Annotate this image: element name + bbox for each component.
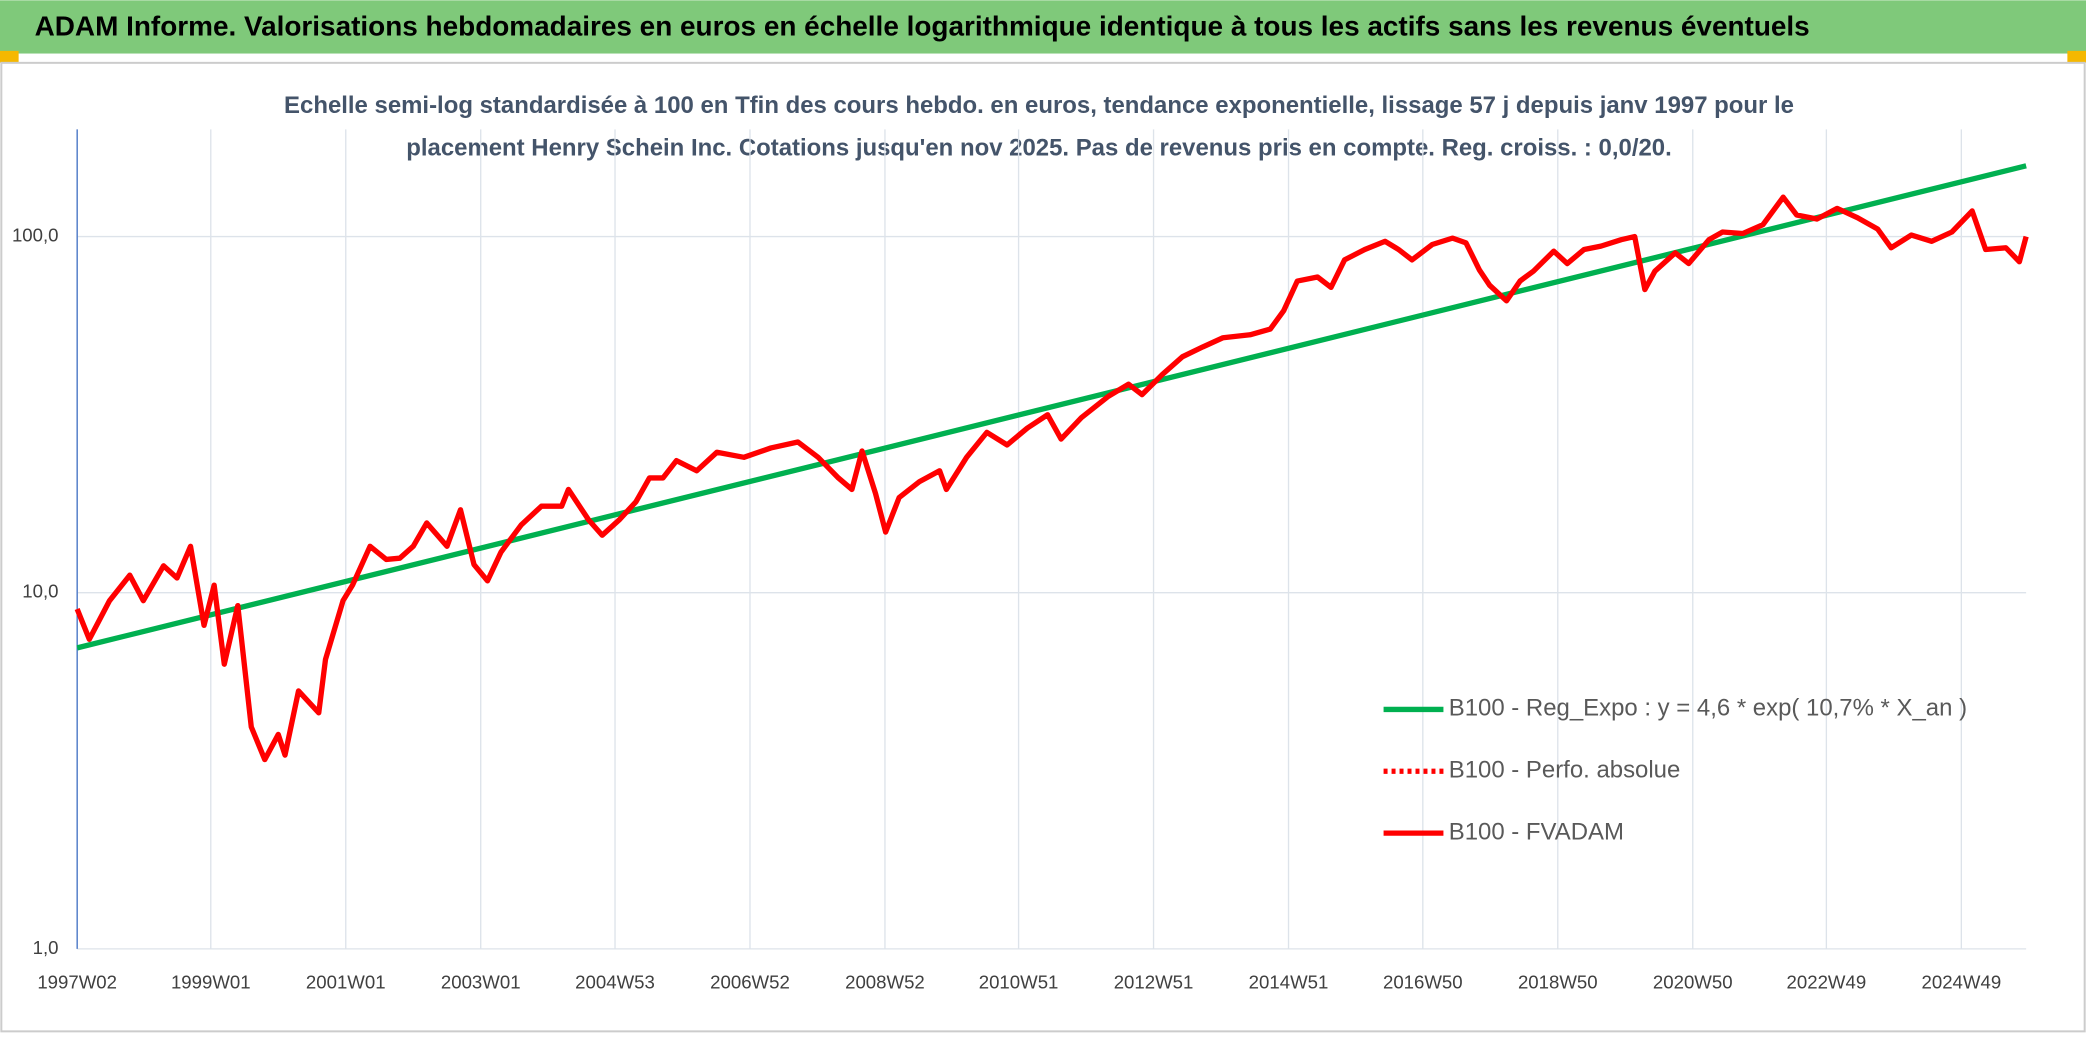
chart-title: ADAM Informe. Valorisations hebdomadaire… xyxy=(35,11,1810,42)
series-line xyxy=(74,194,2029,763)
plot xyxy=(74,163,2029,763)
x-tick-label: 2008W52 xyxy=(845,971,925,992)
chart-subtitle: Echelle semi-log standardisée à 100 en T… xyxy=(284,92,1794,119)
x-tick-label: 2020W50 xyxy=(1653,971,1733,992)
x-tick-label: 2010W51 xyxy=(979,971,1059,992)
x-tick-label: 2016W50 xyxy=(1383,971,1463,992)
y-tick-label: 1,0 xyxy=(33,937,59,958)
corner-mark xyxy=(2067,50,2086,63)
x-tick-label: 2003W01 xyxy=(441,971,521,992)
legend-label: B100 - Reg_Expo : y = 4,6 * exp( 10,7% *… xyxy=(1449,695,1967,722)
legend: B100 - Reg_Expo : y = 4,6 * exp( 10,7% *… xyxy=(1383,695,1967,845)
x-tick-label: 2012W51 xyxy=(1114,971,1194,992)
title-banner xyxy=(0,0,2086,54)
chart-frame xyxy=(0,61,2086,1033)
corner-mark xyxy=(0,50,19,63)
x-tick-label: 1999W01 xyxy=(171,971,251,992)
x-tick-label: 2014W51 xyxy=(1249,971,1329,992)
x-tick-label: 2006W52 xyxy=(710,971,790,992)
y-tick-label: 10,0 xyxy=(22,581,58,602)
legend-label: B100 - Perfo. absolue xyxy=(1449,757,1681,784)
chart-subtitle: placement Henry Schein Inc. Cotations ju… xyxy=(406,135,1672,162)
y-tick-label: 100,0 xyxy=(12,224,59,245)
x-tick-label: 2022W49 xyxy=(1787,971,1867,992)
x-tick-label: 2024W49 xyxy=(1922,971,2002,992)
legend-label: B100 - FVADAM xyxy=(1449,818,1624,845)
grid: 1997W02 1999W01 2001W01 2003W01 2004W53 2006W… xyxy=(12,129,2027,992)
x-tick-label: 1997W02 xyxy=(37,971,117,992)
x-tick-label: 2018W50 xyxy=(1518,971,1598,992)
x-tick-label: 2001W01 xyxy=(306,971,386,992)
x-tick-label: 2004W53 xyxy=(575,971,655,992)
